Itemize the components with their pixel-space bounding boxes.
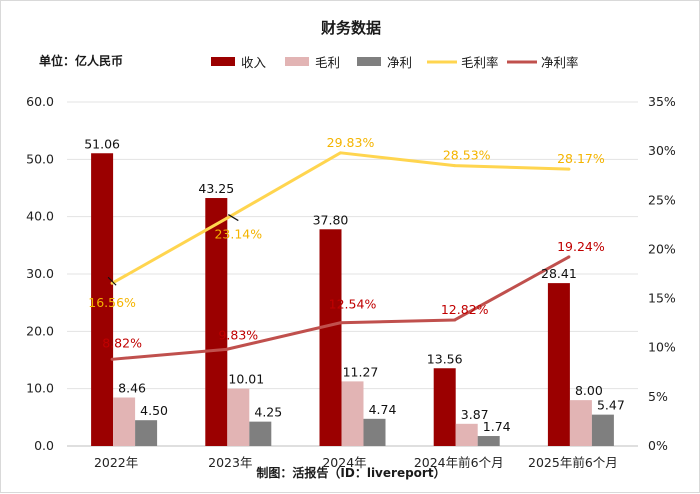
- bar-value-label: 4.74: [369, 402, 397, 417]
- y-axis-left: 0.0 10.0 20.0 30.0 40.0 50.0 60.0: [26, 94, 54, 453]
- bar-收入: [433, 368, 456, 446]
- line-point-净利率: [339, 321, 342, 325]
- legend-label: 毛利率: [461, 55, 499, 70]
- line-value-label: 23.14%: [214, 227, 262, 242]
- bar-value-label: 37.80: [313, 212, 349, 227]
- y-right-tick-label: 25%: [648, 192, 676, 207]
- line-value-label: 28.17%: [557, 151, 605, 166]
- y-tick-label: 10.0: [26, 381, 54, 396]
- bar-毛利: [455, 423, 478, 446]
- bar-value-label: 3.87: [461, 407, 489, 422]
- x-category-label: 2023年: [208, 455, 252, 470]
- bar-收入: [91, 153, 114, 447]
- lines: [107, 151, 571, 361]
- legend-label: 净利: [387, 55, 412, 70]
- bar-净利: [249, 421, 272, 446]
- bar-value-label: 4.50: [140, 403, 168, 418]
- line-point-毛利率: [339, 151, 342, 155]
- bar-value-label: 8.46: [118, 380, 146, 395]
- line-value-label: 9.83%: [218, 327, 258, 342]
- legend: 收入 毛利 净利 毛利率 净利率: [211, 55, 579, 70]
- y-right-tick-label: 5%: [648, 389, 668, 404]
- line-point-净利率: [110, 357, 114, 361]
- line-value-label: 16.56%: [88, 295, 136, 310]
- label-leader: [227, 214, 239, 222]
- bar-value-label: 11.27: [343, 364, 379, 379]
- bar-value-label: 4.25: [254, 405, 282, 420]
- y-right-tick-label: 35%: [648, 94, 676, 109]
- line-point-毛利率: [567, 167, 571, 171]
- y-tick-label: 30.0: [26, 266, 54, 281]
- y-right-tick-label: 20%: [648, 241, 676, 256]
- line-point-净利率: [453, 318, 457, 322]
- bar-毛利: [569, 400, 592, 446]
- bar-value-label: 51.06: [84, 136, 120, 151]
- legend-swatch-收入: [211, 57, 235, 66]
- x-category-label: 2024年: [322, 455, 366, 470]
- y-tick-label: 20.0: [26, 323, 54, 338]
- line-point-净利率: [224, 347, 228, 351]
- bar-value-label: 28.41: [541, 266, 577, 281]
- bar-收入: [547, 283, 570, 446]
- x-axis: 2022年 2023年 2024年 2024年前6个月 2025年前6个月: [94, 455, 618, 470]
- bar-净利: [591, 414, 614, 446]
- x-category-label: 2022年: [94, 455, 138, 470]
- line-point-净利率: [567, 255, 571, 259]
- source-label: 制图：活报告（ID：livereport）: [256, 465, 445, 480]
- bar-value-label: 13.56: [427, 351, 463, 366]
- bar-value-label: 43.25: [198, 181, 234, 196]
- line-value-label: 19.24%: [557, 239, 605, 254]
- y-tick-label: 40.0: [26, 209, 54, 224]
- bar-毛利: [227, 388, 250, 446]
- bar-毛利: [341, 381, 364, 446]
- y-tick-label: 60.0: [26, 94, 54, 109]
- bar-净利: [135, 420, 158, 446]
- bar-净利: [477, 436, 500, 446]
- label-leader: [107, 276, 117, 286]
- chart-title: 财务数据: [321, 19, 381, 37]
- legend-label: 收入: [241, 55, 267, 70]
- bar-value-label: 8.00: [575, 383, 603, 398]
- y-right-tick-label: 30%: [648, 143, 676, 158]
- line-value-label: 29.83%: [327, 135, 375, 150]
- line-value-label: 8.82%: [102, 335, 142, 350]
- y-tick-label: 50.0: [26, 151, 54, 166]
- legend-swatch-毛利: [285, 57, 309, 66]
- bar-收入: [319, 229, 342, 446]
- line-value-label: 12.82%: [441, 302, 489, 317]
- y-tick-label: 0.0: [34, 438, 54, 453]
- line-point-毛利率: [224, 217, 228, 221]
- y-right-tick-label: 0%: [648, 438, 668, 453]
- bar-毛利: [113, 397, 136, 446]
- bar-净利: [363, 418, 386, 446]
- bar-value-label: 5.47: [597, 398, 625, 413]
- y-axis-right: 0% 5% 10% 15% 20% 25% 30% 35%: [648, 94, 676, 453]
- gridlines: [67, 101, 638, 447]
- x-category-label: 2024年前6个月: [414, 455, 504, 470]
- legend-swatch-净利: [357, 57, 381, 66]
- data-labels: 51.06 43.25 37.80 13.56 28.41 8.46 10.01 11.27 3…: [84, 135, 625, 434]
- unit-label: 单位：亿人民币: [39, 53, 123, 68]
- y-right-tick-label: 15%: [648, 291, 676, 306]
- line-value-label: 12.54%: [329, 297, 377, 312]
- line-value-label: 28.53%: [443, 148, 491, 163]
- y-right-tick-label: 10%: [648, 340, 676, 355]
- legend-label: 毛利: [315, 55, 340, 70]
- bars: [91, 153, 614, 447]
- bar-收入: [205, 198, 228, 446]
- legend-label: 净利率: [541, 55, 579, 70]
- x-category-label: 2025年前6个月: [528, 455, 618, 470]
- bar-value-label: 1.74: [483, 419, 511, 434]
- line-point-毛利率: [453, 164, 457, 168]
- bar-value-label: 10.01: [228, 372, 264, 387]
